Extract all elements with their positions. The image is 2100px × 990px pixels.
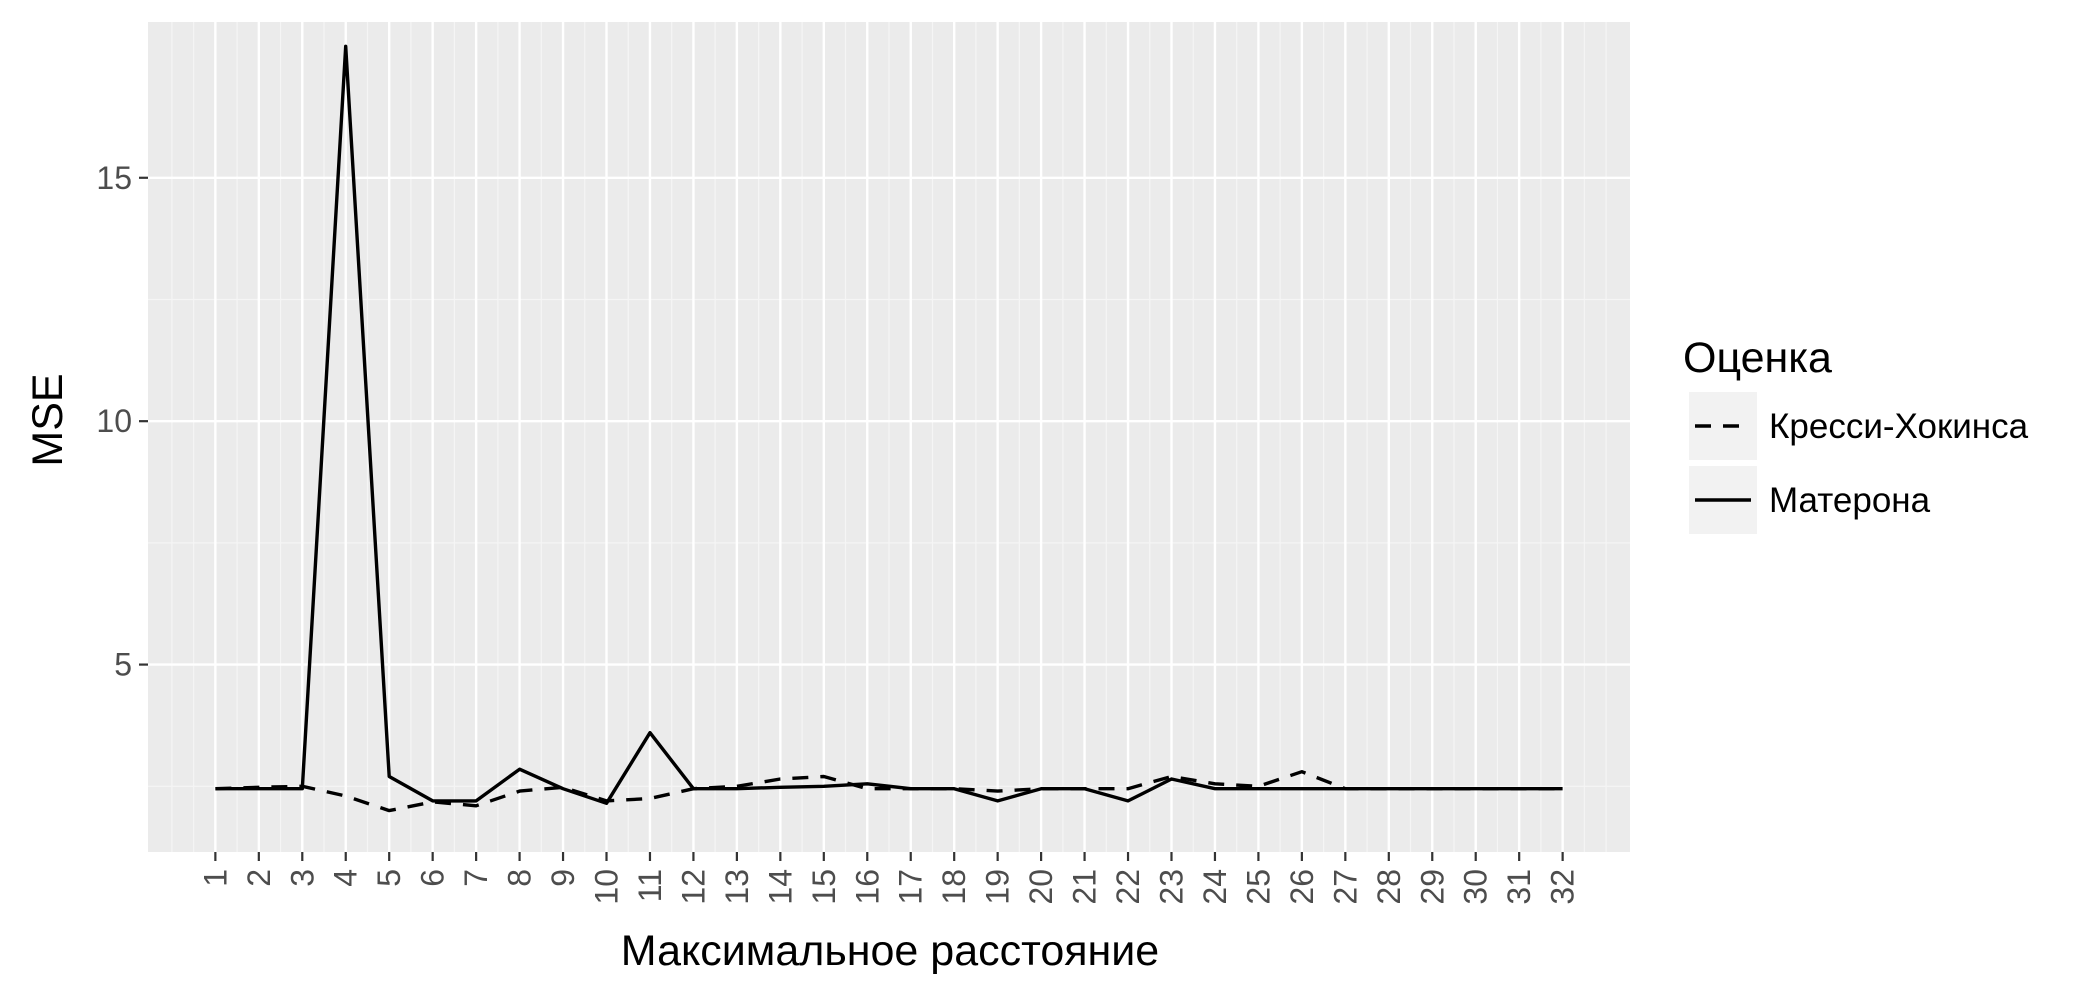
x-tick-label: 22 xyxy=(1110,869,1146,905)
x-tick-label: 18 xyxy=(936,869,972,905)
x-tick-label: 27 xyxy=(1327,869,1363,905)
legend: Оценка Кресси-Хокинса Матерона xyxy=(1683,334,2029,534)
x-tick-label: 16 xyxy=(849,869,885,905)
x-tick-label: 6 xyxy=(415,869,451,887)
x-tick-label: 31 xyxy=(1501,869,1537,905)
x-tick-label: 11 xyxy=(632,869,668,902)
x-tick-label: 26 xyxy=(1284,869,1320,905)
x-tick-label: 20 xyxy=(1023,869,1059,905)
legend-label: Матерона xyxy=(1769,481,1931,520)
x-tick-label: 10 xyxy=(589,869,625,905)
x-tick-label: 32 xyxy=(1545,869,1581,905)
legend-items: Кресси-Хокинса Матерона xyxy=(1689,392,2029,534)
x-tick-label: 29 xyxy=(1414,869,1450,905)
x-tick-label: 14 xyxy=(762,869,798,905)
y-tick-label: 5 xyxy=(114,647,132,683)
x-tick-label: 8 xyxy=(502,869,538,887)
x-tick-label: 1 xyxy=(197,869,233,887)
legend-label: Кресси-Хокинса xyxy=(1769,407,2029,446)
x-tick-label: 17 xyxy=(893,869,929,905)
x-tick-label: 7 xyxy=(458,869,494,887)
x-tick-label: 9 xyxy=(545,869,581,887)
x-tick-label: 13 xyxy=(719,869,755,905)
x-tick-label: 21 xyxy=(1067,869,1103,905)
series-line-solid xyxy=(215,44,1563,805)
x-tick-label: 5 xyxy=(371,869,407,887)
x-tick-label: 15 xyxy=(806,869,842,905)
x-tick-label: 19 xyxy=(980,869,1016,905)
x-tick-label: 23 xyxy=(1153,869,1189,905)
x-tick-label: 25 xyxy=(1240,869,1276,905)
x-tick-label: 2 xyxy=(241,869,277,887)
y-axis-title: MSE xyxy=(24,373,72,466)
x-tick-label: 3 xyxy=(284,869,320,887)
legend-title: Оценка xyxy=(1683,334,1832,382)
y-tick-label: 10 xyxy=(96,403,132,439)
x-tick-label: 28 xyxy=(1371,869,1407,905)
x-axis-title: Максимальное расстояние xyxy=(621,927,1159,975)
series-lines xyxy=(215,44,1563,813)
x-tick-label: 24 xyxy=(1197,869,1233,905)
x-tick-label: 30 xyxy=(1458,869,1494,905)
x-tick-label: 4 xyxy=(328,869,364,887)
y-tick-label: 15 xyxy=(96,160,132,196)
x-tick-label: 12 xyxy=(675,869,711,905)
